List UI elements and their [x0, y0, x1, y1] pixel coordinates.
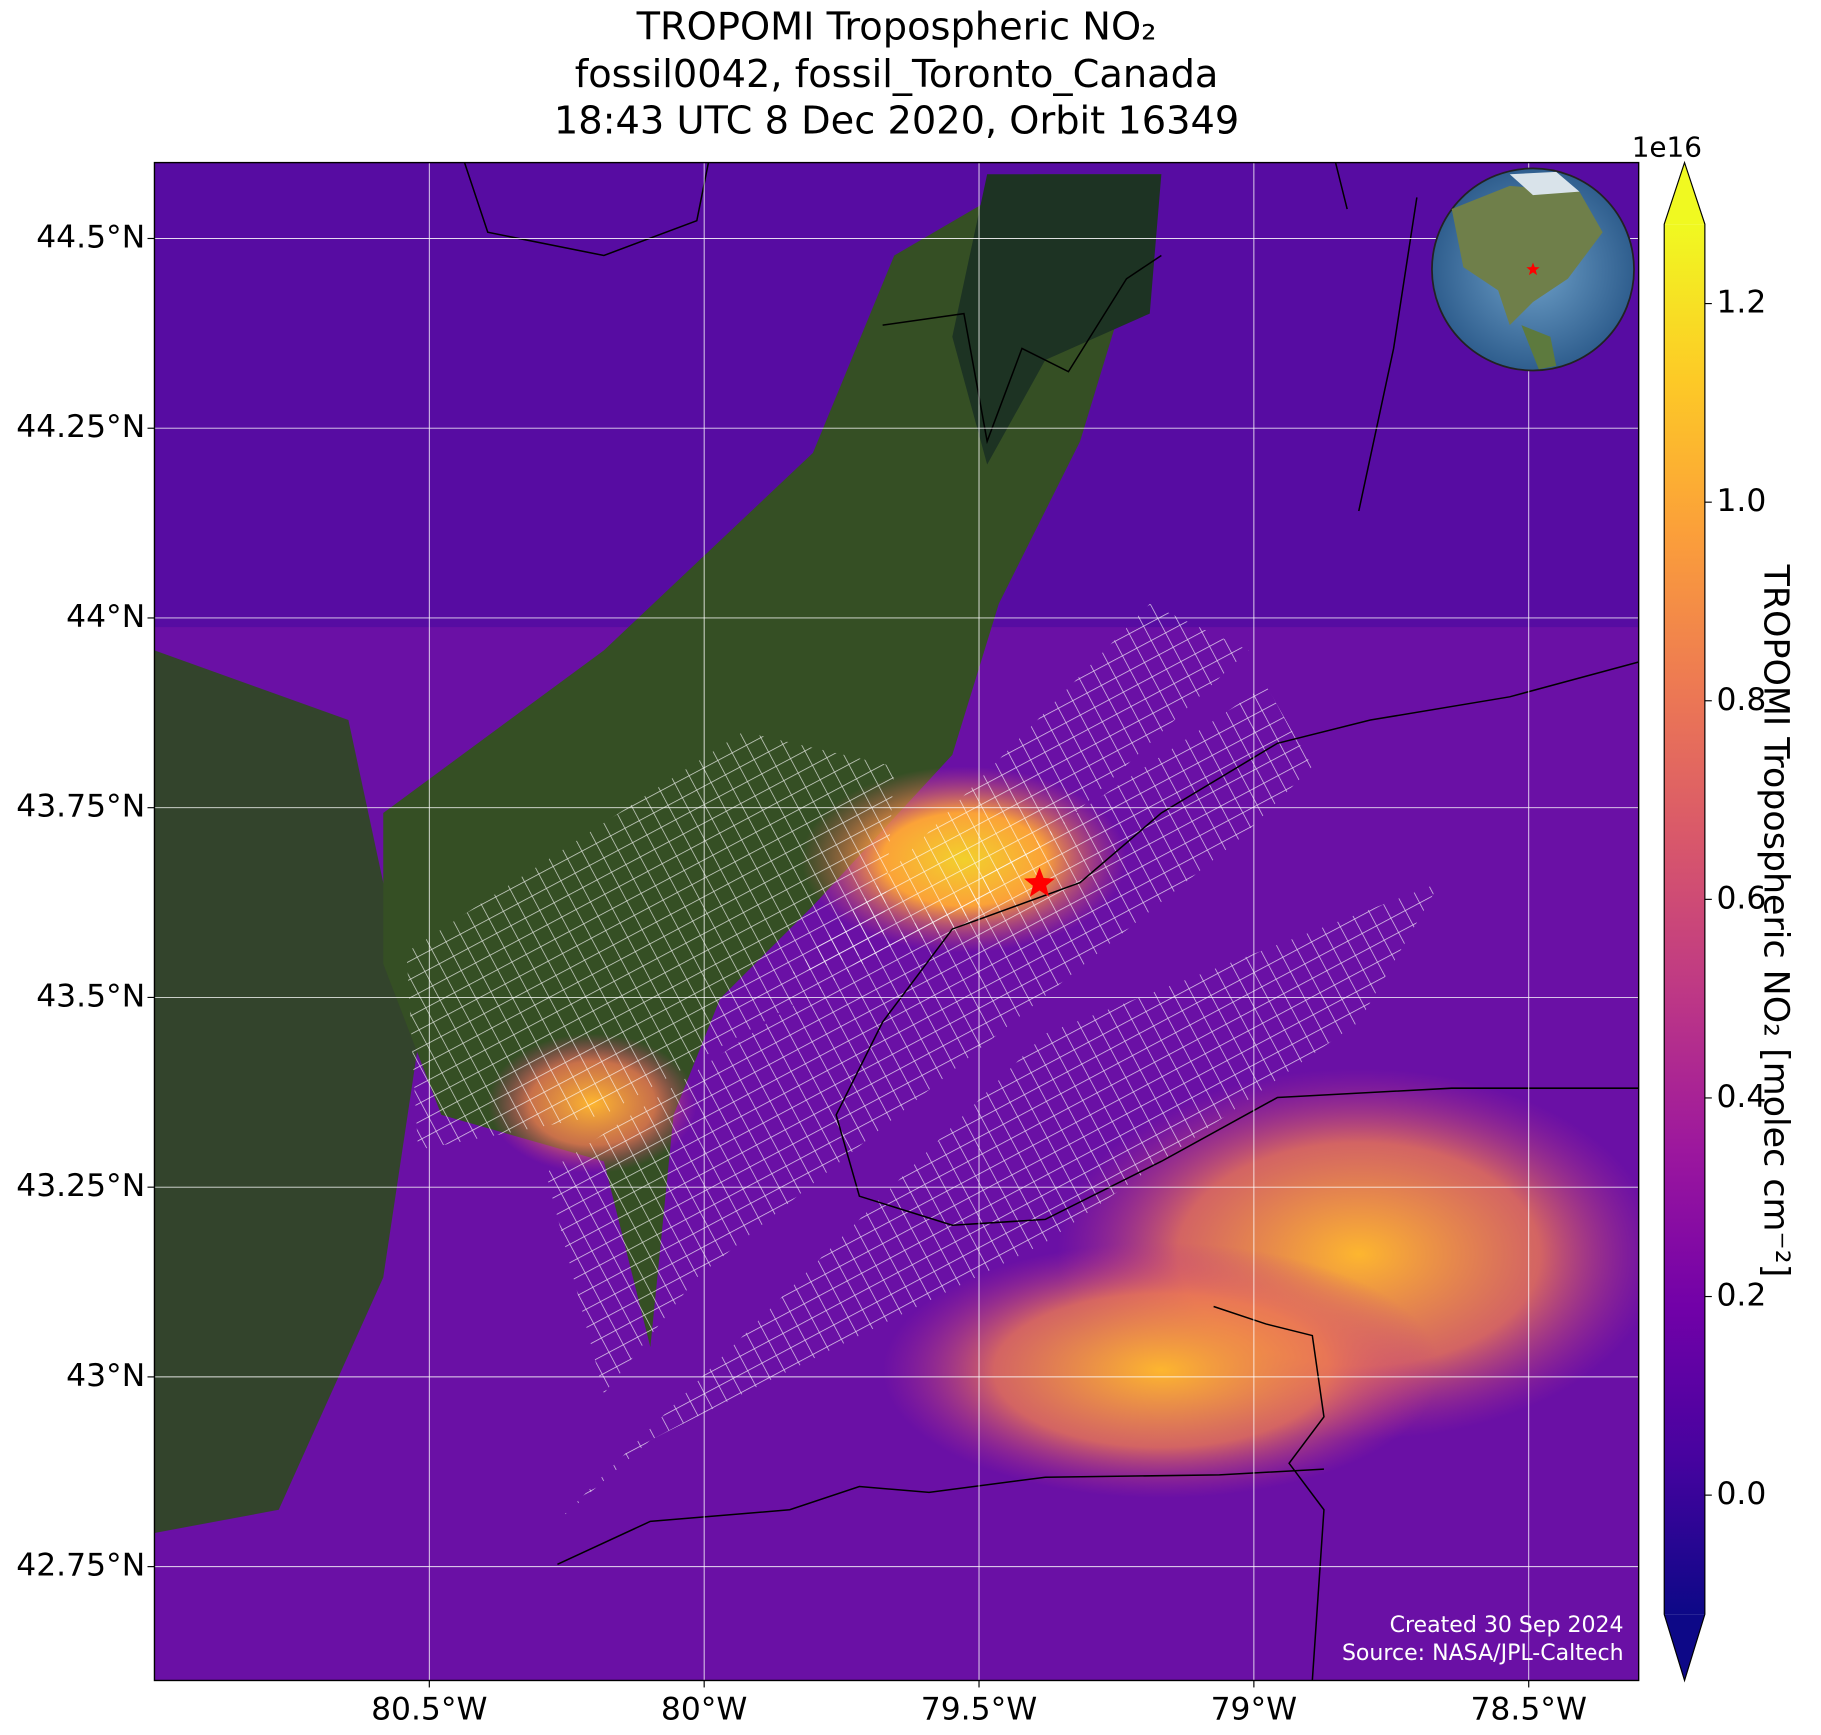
- plume: [882, 1242, 1441, 1499]
- y-tick-label: 43°N: [66, 1358, 145, 1394]
- map-frame: [153, 161, 1640, 1682]
- colorbar-extend: [1664, 162, 1705, 225]
- coastline: [835, 661, 1639, 1226]
- x-tick-label: 78.5°W: [1470, 1692, 1586, 1728]
- colorbar-tick-label: 1.2: [1716, 285, 1766, 321]
- colorbar-extend: [1664, 1614, 1705, 1681]
- footer-text: Created 30 Sep 2024: [1390, 1613, 1624, 1638]
- colorbar-frame: [1663, 160, 1706, 1683]
- inset-marker: [1526, 262, 1540, 276]
- title-line: TROPOMI Tropospheric NO₂: [636, 5, 1157, 50]
- colorbar-tick-label: 0.4: [1716, 1079, 1766, 1115]
- footer-text: Source: NASA/JPL-Caltech: [1342, 1641, 1624, 1666]
- y-tick-label: 44.25°N: [16, 409, 145, 445]
- y-tick-label: 44.5°N: [36, 219, 145, 255]
- colorbar-tick-label: 0.0: [1716, 1476, 1766, 1512]
- swath: [545, 685, 1313, 1394]
- coastline: [557, 1468, 1324, 1566]
- colorbar-tick-label: 1.0: [1716, 483, 1766, 519]
- title-block: TROPOMI Tropospheric NO₂ fossil0042, fos…: [554, 5, 1239, 144]
- y-tick-label: 43.25°N: [16, 1168, 145, 1204]
- x-tick-label: 79.5°W: [921, 1692, 1037, 1728]
- gridlines: [154, 162, 1639, 1681]
- land: [154, 650, 419, 1533]
- x-tick-label: 80°W: [661, 1692, 748, 1728]
- globe-land: [1521, 325, 1557, 370]
- y-tick-label: 42.75°N: [16, 1548, 145, 1584]
- coastline: [1213, 1305, 1325, 1681]
- colorbar-body: [1664, 224, 1705, 1615]
- x-tick-label: 80.5°W: [371, 1692, 487, 1728]
- colorbar-offset: 1e16: [1632, 131, 1702, 164]
- colorbar-label: TROPOMI Tropospheric NO₂ [molec cm⁻²]: [1756, 564, 1796, 1278]
- colorbar-tick-label: 0.8: [1716, 682, 1766, 718]
- swath: [557, 882, 1441, 1522]
- map-area: [154, 162, 1639, 1681]
- x-tick-label: 79°W: [1211, 1692, 1298, 1728]
- colorbar-tick-label: 0.2: [1716, 1278, 1766, 1314]
- y-tick-label: 43.75°N: [16, 789, 145, 825]
- title-line: fossil0042, fossil_Toronto_Canada: [575, 52, 1219, 97]
- y-tick-label: 43.5°N: [36, 978, 145, 1014]
- target-marker: [1024, 867, 1055, 897]
- globe-ice: [1509, 171, 1580, 196]
- y-tick-label: 44°N: [66, 599, 145, 635]
- globe-land: [1451, 185, 1603, 326]
- colorbar-tick-label: 0.6: [1716, 880, 1766, 916]
- coastline: [463, 162, 1418, 512]
- title-line: 18:43 UTC 8 Dec 2020, Orbit 16349: [554, 99, 1239, 144]
- swath: [406, 731, 895, 1150]
- lake: [952, 174, 1162, 465]
- swath: [789, 603, 1249, 976]
- colorbar: 1e16 TROPOMI Tropospheric NO₂ [molec cm⁻…: [1632, 131, 1796, 1683]
